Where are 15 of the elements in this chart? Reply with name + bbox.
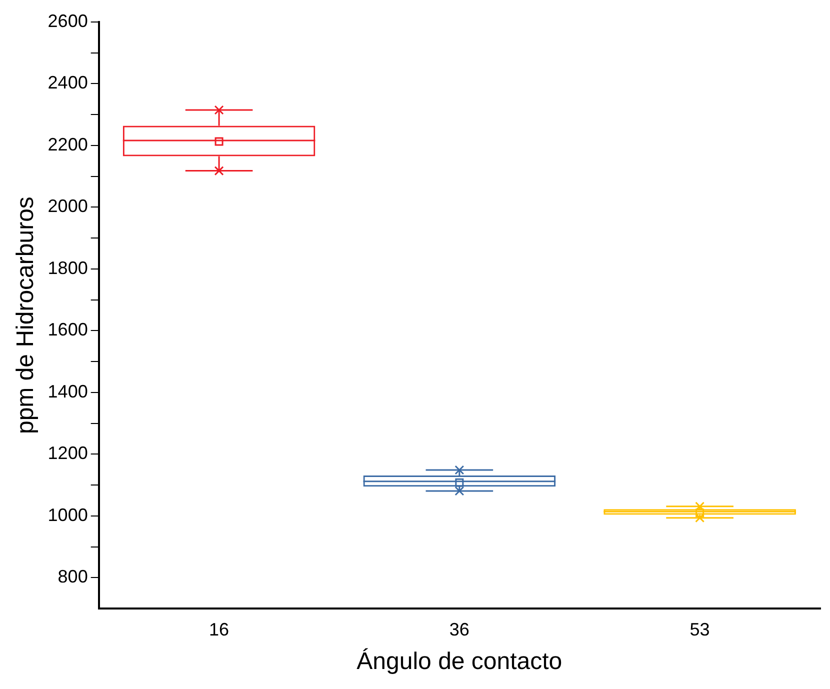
- y-tick-label: 1200: [48, 443, 88, 464]
- x-axis-title: Ángulo de contacto: [356, 648, 562, 676]
- y-axis-title: ppm de Hidrocarburos: [12, 196, 40, 434]
- y-tick-label: 1600: [48, 320, 88, 340]
- y-tick-label: 2600: [48, 10, 88, 31]
- x-tick-label: 53: [690, 619, 710, 640]
- y-tick-label: 1000: [48, 504, 88, 525]
- y-tick-label: 2200: [48, 134, 88, 154]
- x-tick-label: 16: [209, 619, 230, 640]
- y-tick-label: 2400: [48, 72, 88, 93]
- y-tick-label: 2000: [48, 196, 88, 216]
- y-tick-label: 800: [58, 566, 88, 587]
- y-tick-label: 1400: [48, 381, 88, 402]
- x-tick-label: 36: [449, 619, 470, 640]
- y-tick-label: 1800: [48, 258, 88, 278]
